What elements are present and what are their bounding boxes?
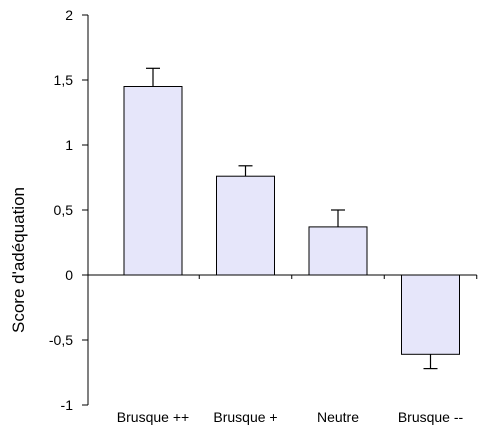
error-bars-group (146, 67, 438, 370)
y-tick-label-1: -0,5 (49, 332, 73, 348)
y-axis-title: Score d'adéquation (9, 187, 28, 333)
y-tick-label-3: 0,5 (54, 202, 74, 218)
axes-group (82, 14, 478, 406)
bar-0 (123, 86, 183, 276)
y-tick-label-5: 1,5 (54, 72, 74, 88)
x-tick-label-1: Brusque + (213, 409, 277, 425)
y-tick-labels-group: -1 -0,5 0 0,5 1 1,5 2 (49, 7, 73, 413)
x-tick-label-0: Brusque ++ (117, 409, 189, 425)
x-tick-labels-group: Brusque ++ Brusque + Neutre Brusque -- (117, 409, 464, 425)
bar-1 (216, 175, 275, 276)
y-tick-label-0: -1 (61, 397, 74, 413)
x-tick-label-3: Brusque -- (398, 409, 464, 425)
y-tick-label-2: 0 (65, 267, 73, 283)
y-tick-label-4: 1 (65, 137, 73, 153)
y-tick-label-6: 2 (65, 7, 73, 23)
x-tick-label-2: Neutre (317, 409, 359, 425)
bar-2 (308, 226, 368, 276)
bar-3 (401, 274, 460, 355)
bars-group (123, 86, 460, 355)
